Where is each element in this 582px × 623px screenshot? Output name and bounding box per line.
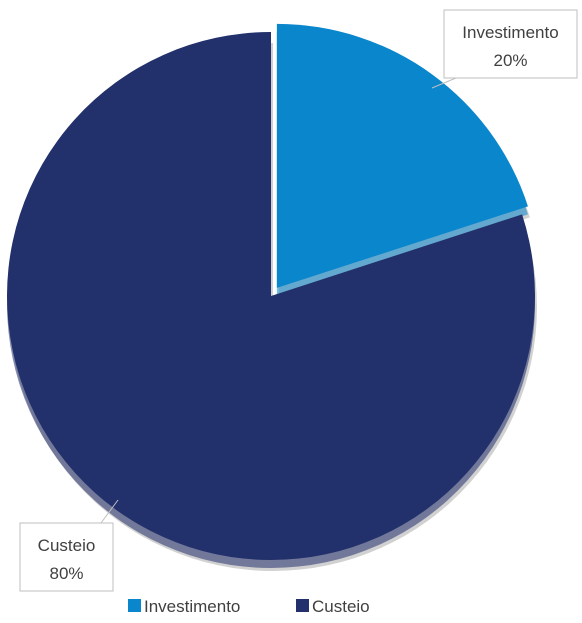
callout-box bbox=[19, 522, 114, 592]
pie-slices bbox=[7, 23, 536, 560]
legend-item-custeio: Custeio bbox=[296, 597, 370, 616]
legend-swatch bbox=[296, 599, 309, 612]
legend: Investimento Custeio bbox=[128, 597, 370, 616]
callout-box bbox=[443, 9, 578, 79]
callout-custeio: Custeio 80% bbox=[19, 499, 119, 592]
callout-investimento: Investimento 20% bbox=[431, 9, 578, 89]
data-callouts: Investimento 20% Custeio 80% bbox=[19, 9, 578, 592]
legend-label: Investimento bbox=[144, 597, 240, 616]
legend-item-investimento: Investimento bbox=[128, 597, 240, 616]
pie-slice-investimento bbox=[276, 23, 528, 288]
pie-slice-custeio bbox=[7, 32, 536, 560]
legend-swatch bbox=[128, 599, 141, 612]
callout-category-label: Custeio bbox=[38, 536, 96, 555]
callout-leader-line bbox=[431, 77, 457, 89]
callout-percent-label: 20% bbox=[493, 51, 527, 70]
callout-leader-line bbox=[100, 499, 119, 524]
callout-percent-label: 80% bbox=[49, 564, 83, 583]
callout-category-label: Investimento bbox=[462, 23, 558, 42]
legend-label: Custeio bbox=[312, 597, 370, 616]
